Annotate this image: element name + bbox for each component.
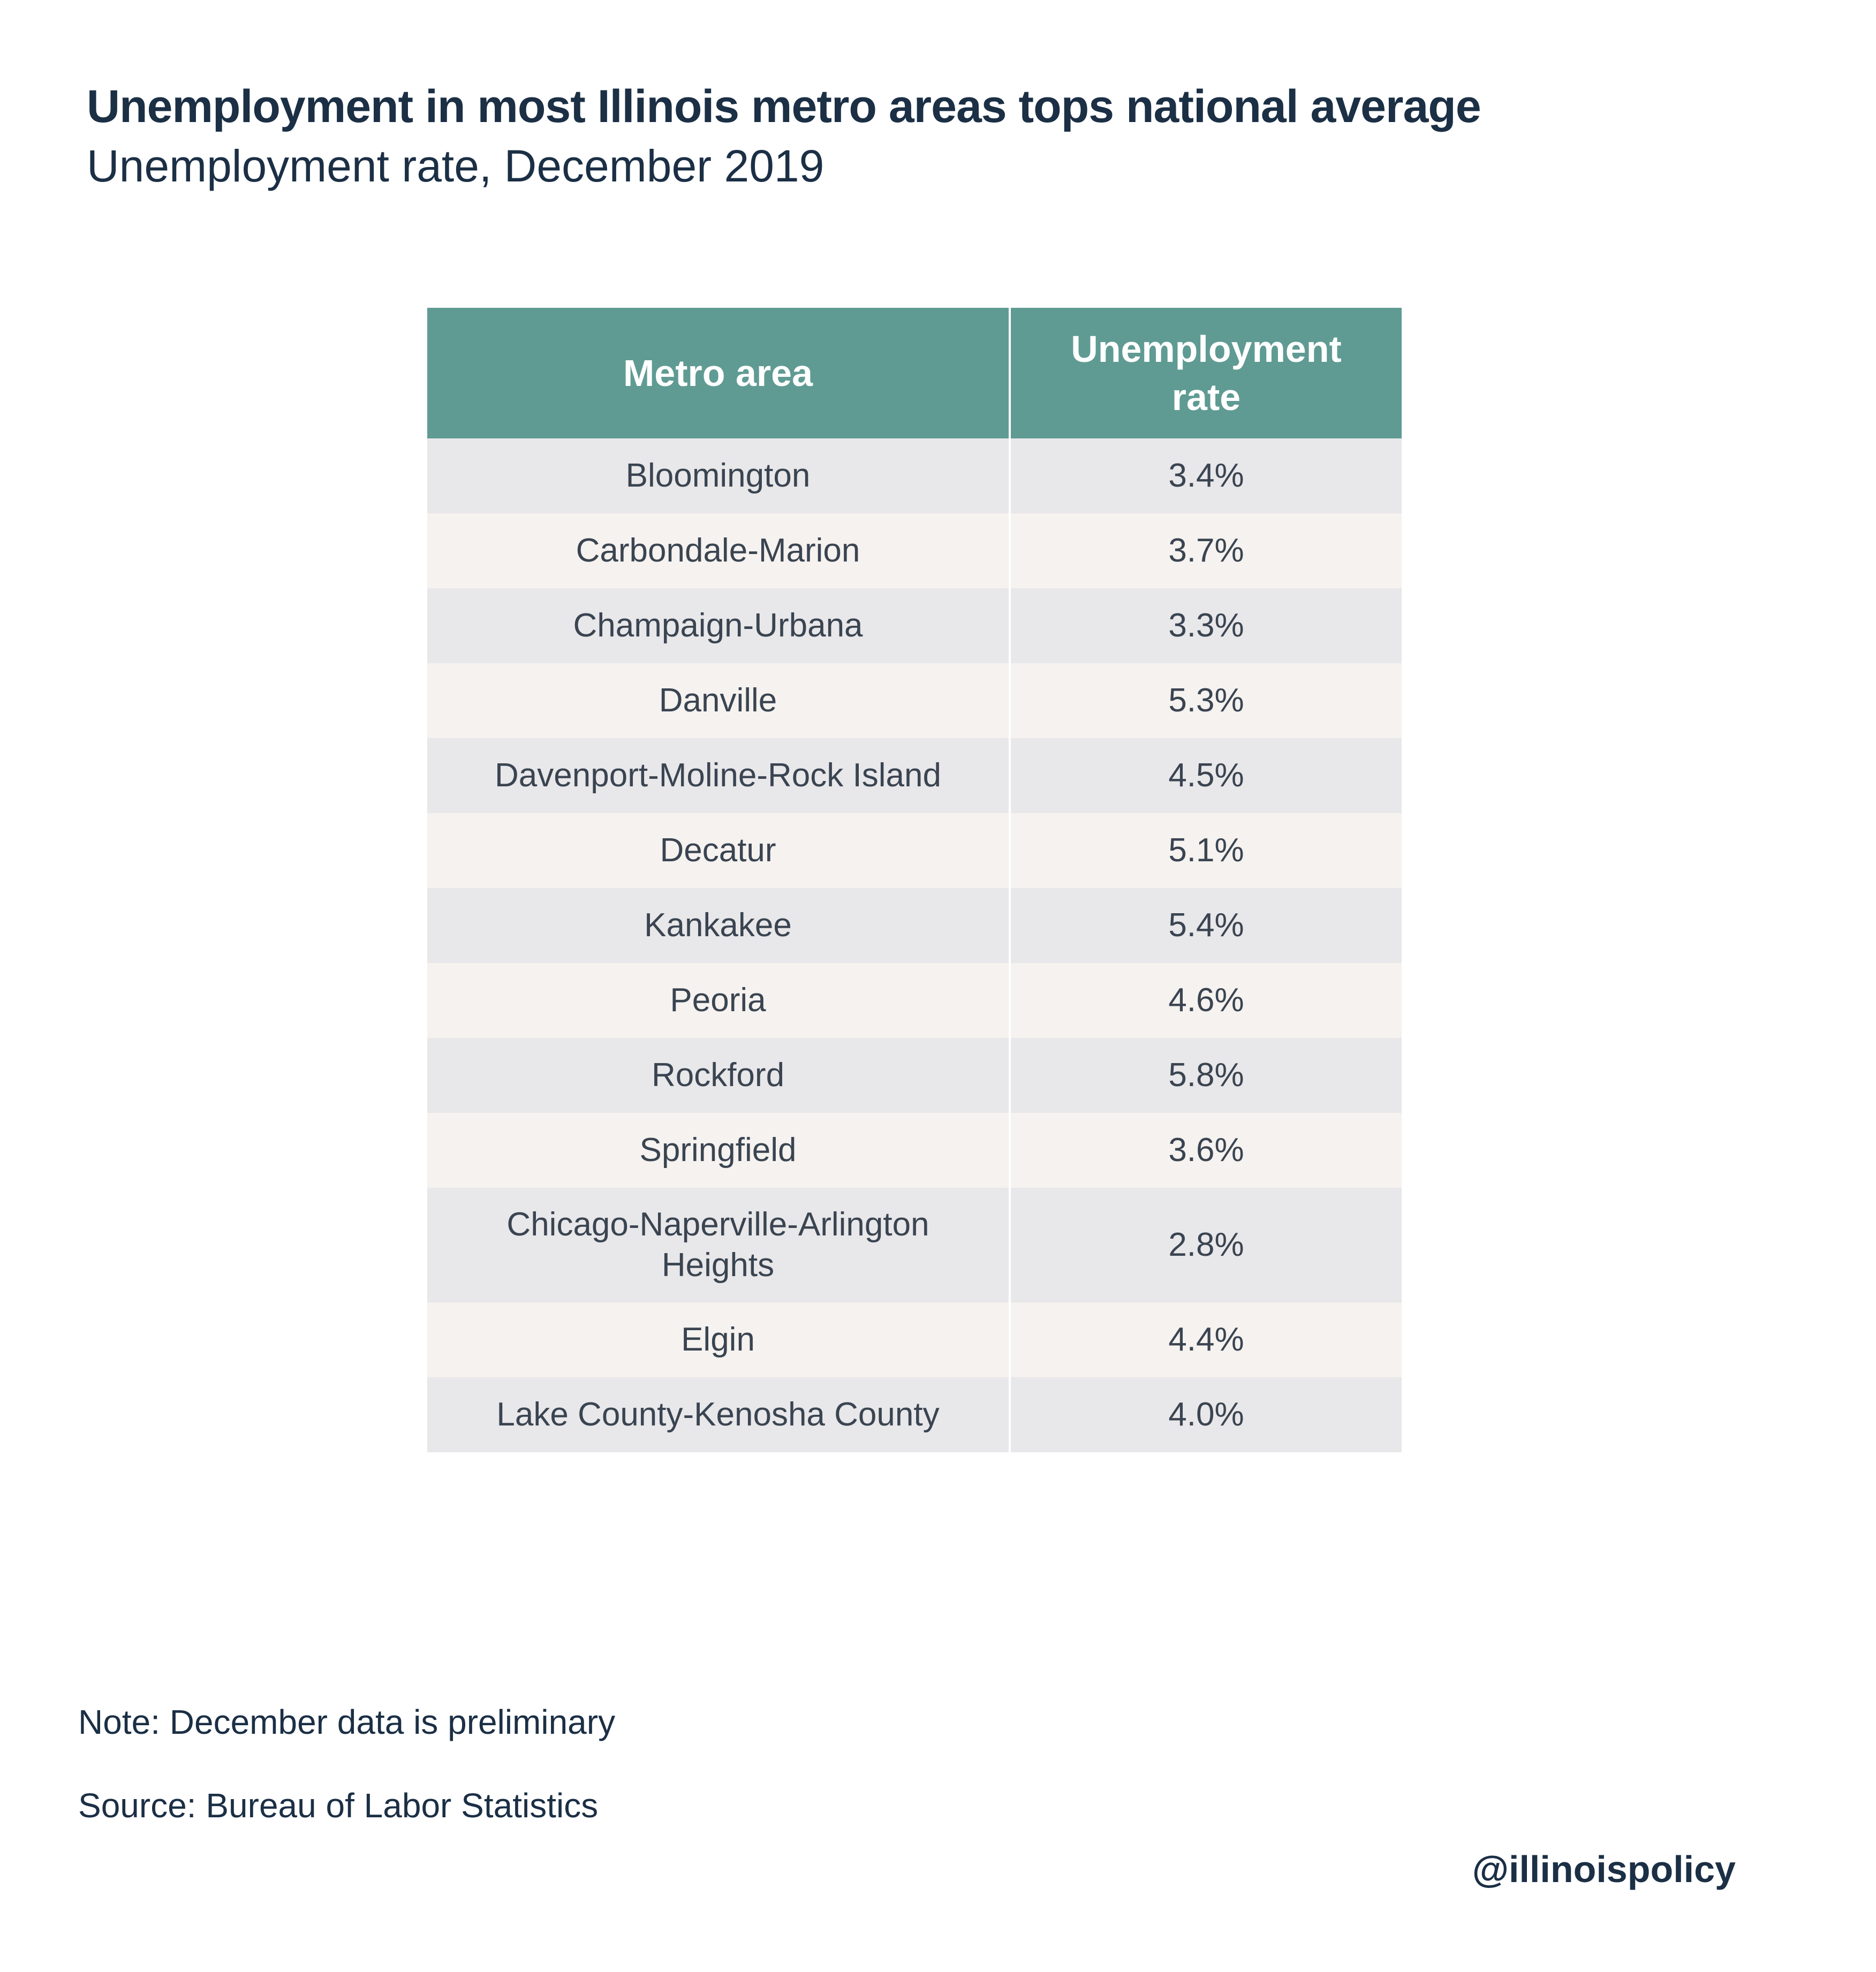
rate-cell: 4.5%: [1009, 738, 1402, 813]
rate-cell: 3.3%: [1009, 588, 1402, 663]
table-body: Bloomington 3.4% Carbondale-Marion 3.7% …: [427, 438, 1402, 1452]
rate-cell: 5.8%: [1009, 1038, 1402, 1113]
table-row: Lake County-Kenosha County 4.0%: [427, 1377, 1402, 1452]
metro-cell: Peoria: [427, 963, 1010, 1038]
table-header: Metro area Unemployment rate: [427, 308, 1402, 438]
rate-cell: 2.8%: [1009, 1188, 1402, 1302]
rate-cell: 3.6%: [1009, 1113, 1402, 1188]
metro-cell: Bloomington: [427, 438, 1010, 513]
metro-cell: Danville: [427, 663, 1010, 738]
table-row: Davenport-Moline-Rock Island 4.5%: [427, 738, 1402, 813]
table-row: Carbondale-Marion 3.7%: [427, 513, 1402, 588]
rate-cell: 5.1%: [1009, 813, 1402, 888]
metro-cell: Springfield: [427, 1113, 1010, 1188]
source-note: Source: Bureau of Labor Statistics: [78, 1786, 599, 1825]
table-row: Rockford 5.8%: [427, 1038, 1402, 1113]
rate-cell: 4.0%: [1009, 1377, 1402, 1452]
footnote: Note: December data is preliminary: [78, 1703, 616, 1741]
rate-cell: 5.3%: [1009, 663, 1402, 738]
table-row: Decatur 5.1%: [427, 813, 1402, 888]
metro-cell: Rockford: [427, 1038, 1010, 1113]
chart-subtitle: Unemployment rate, December 2019: [87, 141, 824, 191]
metro-cell: Elgin: [427, 1302, 1010, 1377]
data-table: Metro area Unemployment rate Bloomington…: [427, 308, 1402, 1452]
table-row: Danville 5.3%: [427, 663, 1402, 738]
header-row: Metro area Unemployment rate: [427, 308, 1402, 438]
metro-cell: Chicago-Naperville-Arlington Heights: [427, 1188, 1010, 1302]
table-row: Peoria 4.6%: [427, 963, 1402, 1038]
table-row: Chicago-Naperville-Arlington Heights 2.8…: [427, 1188, 1402, 1302]
chart-title: Unemployment in most Illinois metro area…: [87, 81, 1481, 132]
metro-cell: Decatur: [427, 813, 1010, 888]
social-handle: @illinoispolicy: [1472, 1848, 1736, 1890]
table-row: Bloomington 3.4%: [427, 438, 1402, 513]
metro-cell: Lake County-Kenosha County: [427, 1377, 1010, 1452]
column-header-unemployment-rate: Unemployment rate: [1009, 308, 1402, 438]
table-row: Springfield 3.6%: [427, 1113, 1402, 1188]
rate-cell: 4.6%: [1009, 963, 1402, 1038]
table-row: Kankakee 5.4%: [427, 888, 1402, 963]
rate-cell: 5.4%: [1009, 888, 1402, 963]
metro-cell: Davenport-Moline-Rock Island: [427, 738, 1010, 813]
column-header-metro-area: Metro area: [427, 308, 1010, 438]
rate-cell: 3.4%: [1009, 438, 1402, 513]
table-row: Champaign-Urbana 3.3%: [427, 588, 1402, 663]
metro-cell: Champaign-Urbana: [427, 588, 1010, 663]
table-row: Elgin 4.4%: [427, 1302, 1402, 1377]
rate-cell: 4.4%: [1009, 1302, 1402, 1377]
metro-cell: Carbondale-Marion: [427, 513, 1010, 588]
metro-cell: Kankakee: [427, 888, 1010, 963]
rate-cell: 3.7%: [1009, 513, 1402, 588]
unemployment-table: Metro area Unemployment rate Bloomington…: [427, 308, 1402, 1452]
